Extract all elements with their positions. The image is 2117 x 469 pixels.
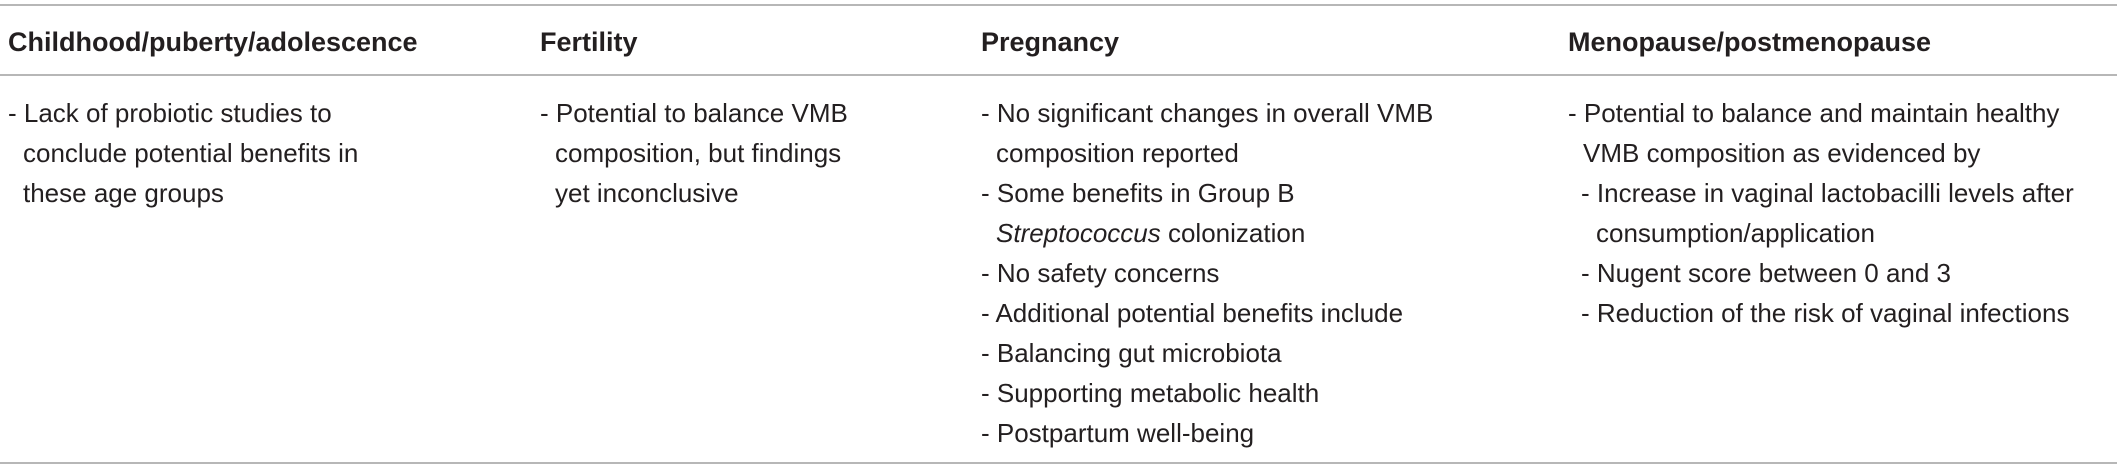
list-item: - Balancing gut microbiota <box>981 338 1282 368</box>
item-line: VMB composition as evidenced by <box>1583 138 1981 168</box>
sub-list-item: - Increase in vaginal lactobacilli level… <box>1568 173 2074 253</box>
item-line: - Some benefits in Group B <box>981 178 1295 208</box>
item-line: - Potential to balance and maintain heal… <box>1568 98 2060 128</box>
item-line: consumption/application <box>1596 218 1875 248</box>
list-item: - Potential to balance and maintain heal… <box>1568 93 2074 173</box>
list-item: - Some benefits in Group B Streptococcus… <box>981 173 1433 253</box>
column-header-fertility: Fertility <box>540 27 638 57</box>
item-line: composition reported <box>996 138 1239 168</box>
table-top-rule <box>0 4 2117 6</box>
column-header-pregnancy: Pregnancy <box>981 27 1120 57</box>
item-line: yet inconclusive <box>555 178 739 208</box>
list-item: - No significant changes in overall VMB … <box>981 93 1433 173</box>
item-line: - No significant changes in overall VMB <box>981 98 1434 128</box>
table-header-rule <box>0 74 2117 76</box>
list-item: - Lack of probiotic studies to conclude … <box>8 93 358 213</box>
item-line-rest: colonization <box>1160 218 1306 248</box>
cell-pregnancy: - No significant changes in overall VMB … <box>981 93 1433 453</box>
column-header-childhood: Childhood/puberty/adolescence <box>8 27 418 57</box>
list-item: - Postpartum well-being <box>981 418 1255 448</box>
list-item: - Additional potential benefits include <box>981 298 1404 328</box>
sub-list-item: - Reduction of the risk of vaginal infec… <box>1581 298 2070 328</box>
cell-fertility: - Potential to balance VMB composition, … <box>540 93 848 213</box>
item-line: - Increase in vaginal lactobacilli level… <box>1581 178 2074 208</box>
item-line: these age groups <box>23 178 224 208</box>
list-item: - No safety concerns <box>981 258 1220 288</box>
cell-menopause: - Potential to balance and maintain heal… <box>1568 93 2074 333</box>
item-line: - Potential to balance VMB <box>540 98 848 128</box>
column-header-menopause: Menopause/postmenopause <box>1568 27 1932 57</box>
item-line: conclude potential benefits in <box>23 138 359 168</box>
sub-list-item: - Nugent score between 0 and 3 <box>1581 258 1952 288</box>
list-item: - Potential to balance VMB composition, … <box>540 93 848 213</box>
item-line: Streptococcus colonization <box>981 213 1433 253</box>
list-item: - Supporting metabolic health <box>981 378 1320 408</box>
species-name: Streptococcus <box>996 218 1161 248</box>
item-line: - Lack of probiotic studies to <box>8 98 332 128</box>
cell-childhood: - Lack of probiotic studies to conclude … <box>8 93 358 213</box>
item-line: composition, but findings <box>555 138 842 168</box>
table-bottom-rule <box>0 462 2117 464</box>
